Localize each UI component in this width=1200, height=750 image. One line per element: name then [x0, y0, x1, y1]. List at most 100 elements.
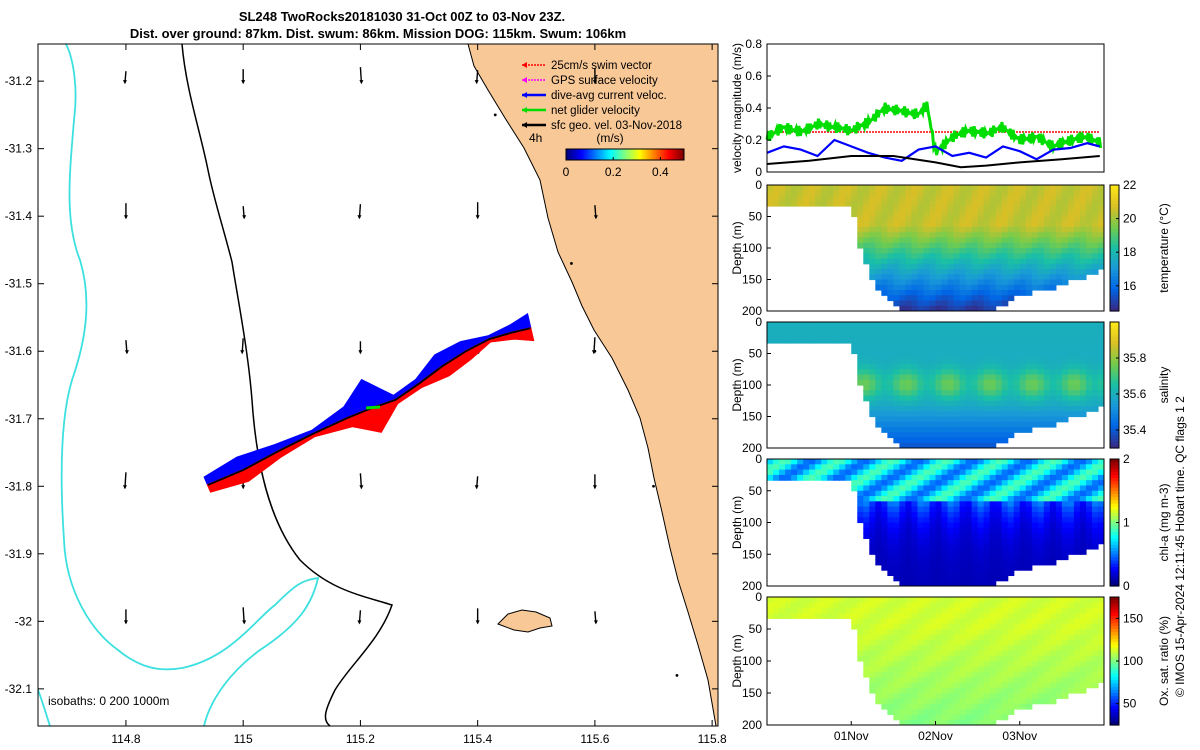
section-cell — [1013, 379, 1021, 386]
section-cell — [875, 374, 882, 381]
section-cell — [1007, 232, 1015, 239]
section-cell — [995, 337, 1003, 344]
section-cell — [875, 459, 882, 465]
section-cell — [917, 358, 925, 365]
section-cell — [905, 682, 913, 689]
section-cell — [1031, 511, 1039, 518]
geostrophic-arrow-head — [123, 215, 128, 220]
section-cell — [1073, 385, 1081, 391]
section-cell — [953, 480, 961, 487]
section-cell — [1025, 464, 1033, 471]
section-cell — [1037, 327, 1045, 334]
section-cell — [929, 358, 937, 365]
section-cell — [1037, 195, 1045, 202]
section-cell — [905, 666, 913, 673]
section-cell — [959, 703, 967, 710]
section-cell — [989, 527, 997, 534]
section-cell — [965, 629, 973, 635]
section-cell — [887, 427, 894, 433]
section-cell — [953, 374, 961, 381]
section-cell — [971, 332, 979, 339]
map-x-tick-label: 115.6 — [580, 732, 609, 746]
section-cell — [977, 253, 985, 260]
section-cell — [929, 522, 937, 529]
section-cell — [917, 639, 925, 646]
section-cell — [929, 279, 937, 286]
section-cell — [869, 406, 876, 412]
section-cell — [911, 374, 919, 381]
section-cell — [1079, 411, 1087, 418]
colorbar-segment — [672, 149, 675, 160]
section-cell — [983, 216, 991, 223]
section-cell — [899, 406, 907, 412]
section-cell — [1055, 511, 1063, 518]
section-colorbar-segment — [1110, 441, 1119, 446]
section-cell — [1097, 322, 1104, 328]
section-cell — [1007, 432, 1015, 439]
section-cell — [893, 216, 900, 223]
section-cell — [947, 548, 955, 555]
section-cell — [1049, 337, 1057, 344]
section-cell — [911, 195, 919, 202]
section-cell — [1025, 337, 1033, 344]
section-cell — [917, 533, 925, 539]
section-cell — [857, 353, 864, 360]
section-cell — [1007, 666, 1015, 673]
section-cell — [1001, 506, 1009, 513]
colorbar-segment — [662, 149, 665, 160]
section-cell — [977, 295, 985, 302]
section-colorbar-segment — [1110, 238, 1119, 243]
section-cell — [1001, 390, 1009, 397]
section-cell — [935, 623, 943, 630]
section-cell — [929, 490, 937, 497]
section-cell — [1043, 337, 1051, 344]
section-cell — [1037, 374, 1045, 381]
section-cell — [869, 242, 876, 249]
section-cell — [1055, 385, 1063, 391]
section-cell — [929, 496, 937, 502]
section-cell — [1025, 623, 1033, 630]
section-colorbar-segment — [1110, 263, 1119, 268]
section-cell — [899, 639, 907, 646]
section-cell — [1085, 613, 1093, 619]
section-cell — [869, 369, 876, 376]
section-cell — [863, 527, 870, 534]
section-cell — [941, 237, 949, 244]
section-colorbar-segment — [1110, 225, 1119, 230]
section-cell — [1013, 263, 1021, 270]
section-cell — [971, 390, 979, 397]
section-cell — [983, 629, 991, 635]
section-cell — [977, 421, 985, 428]
section-cell — [953, 671, 961, 678]
section-cell — [1025, 597, 1033, 603]
section-cell — [1037, 661, 1045, 667]
section-colorbar-segment — [1110, 503, 1119, 508]
section-cell — [1079, 274, 1087, 281]
section-cell — [815, 185, 822, 191]
section-cell — [947, 671, 955, 678]
section-cell — [935, 548, 943, 555]
section-cell — [953, 416, 961, 423]
section-cell — [1067, 227, 1075, 233]
section-cell — [863, 206, 870, 212]
section-cell — [791, 332, 798, 339]
section-cell — [1025, 480, 1033, 487]
section-cell — [875, 474, 882, 481]
section-cell — [971, 258, 979, 265]
section-cell — [857, 618, 864, 625]
section-cell — [1019, 216, 1027, 223]
section-cell — [989, 490, 997, 497]
section-cell — [965, 332, 973, 339]
section-cell — [929, 385, 937, 391]
section-cell — [965, 348, 973, 355]
section-cell — [941, 385, 949, 391]
section-cell — [905, 395, 913, 402]
section-cell — [893, 496, 900, 502]
section-cell — [1001, 671, 1009, 678]
section-cell — [929, 322, 937, 328]
section-cell — [1025, 607, 1033, 614]
section-cell — [935, 511, 943, 518]
section-cell — [905, 661, 913, 667]
colorbar-segment — [593, 149, 596, 160]
section-cell — [947, 490, 955, 497]
